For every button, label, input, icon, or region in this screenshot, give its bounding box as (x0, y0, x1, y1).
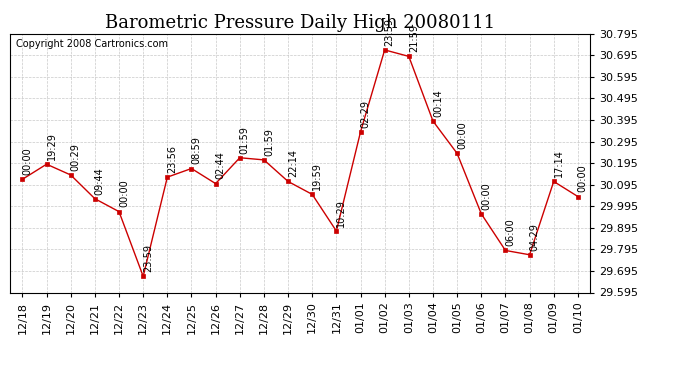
Text: 23:59: 23:59 (143, 244, 153, 272)
Text: 22:14: 22:14 (288, 149, 298, 177)
Text: 23:56: 23:56 (167, 145, 177, 173)
Text: 08:59: 08:59 (191, 136, 201, 164)
Text: 21:59: 21:59 (408, 24, 419, 52)
Text: 17:14: 17:14 (553, 149, 564, 177)
Text: 02:29: 02:29 (360, 100, 371, 128)
Text: 10:29: 10:29 (336, 199, 346, 227)
Text: 00:29: 00:29 (70, 143, 81, 171)
Text: 00:14: 00:14 (433, 89, 443, 117)
Text: 23:59: 23:59 (385, 18, 395, 46)
Title: Barometric Pressure Daily High 20080111: Barometric Pressure Daily High 20080111 (105, 14, 495, 32)
Text: 04:29: 04:29 (530, 223, 540, 251)
Text: 00:00: 00:00 (481, 182, 491, 210)
Text: 01:59: 01:59 (264, 128, 274, 156)
Text: 06:00: 06:00 (505, 219, 515, 246)
Text: 09:44: 09:44 (95, 167, 105, 195)
Text: 00:00: 00:00 (578, 165, 588, 192)
Text: 02:44: 02:44 (215, 152, 226, 180)
Text: 01:59: 01:59 (240, 126, 250, 154)
Text: 00:00: 00:00 (457, 122, 467, 149)
Text: 00:00: 00:00 (22, 147, 32, 175)
Text: 19:59: 19:59 (312, 162, 322, 190)
Text: 00:00: 00:00 (119, 180, 129, 207)
Text: Copyright 2008 Cartronics.com: Copyright 2008 Cartronics.com (16, 39, 168, 49)
Text: 19:29: 19:29 (46, 132, 57, 160)
